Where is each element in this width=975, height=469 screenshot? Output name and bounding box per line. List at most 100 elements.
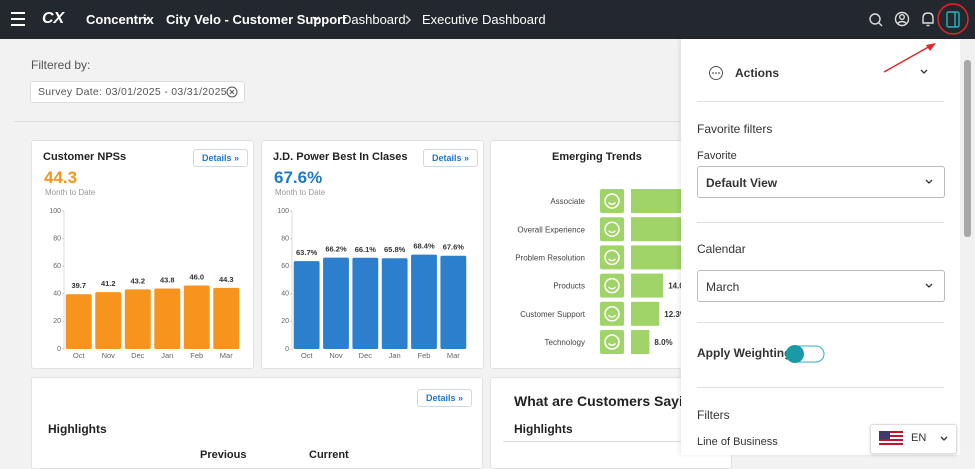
category-label: Overall Experience <box>517 225 585 234</box>
menu-icon[interactable] <box>11 12 25 26</box>
highlight-circle <box>937 3 969 35</box>
actions-toggle[interactable]: Actions <box>735 66 780 80</box>
divider <box>503 441 731 442</box>
y-tick-label: 40 <box>53 291 61 298</box>
breadcrumb-separator <box>405 15 412 25</box>
sentiment-icon-bg <box>600 189 624 213</box>
sentiment-icon-bg <box>600 273 624 298</box>
chevron[interactable] <box>919 68 929 76</box>
sentiment-icon <box>604 306 620 322</box>
y-tick-label: 80 <box>281 235 289 242</box>
details-button[interactable]: Details » <box>423 149 479 167</box>
card-title: Highlights <box>48 422 107 436</box>
y-tick-label: 20 <box>53 318 61 325</box>
x-tick-label: Feb <box>190 351 203 360</box>
column-header: Previous <box>200 449 247 461</box>
bar <box>411 254 437 349</box>
bar <box>213 287 240 349</box>
sentiment-icon <box>608 286 616 290</box>
divider <box>697 222 944 223</box>
bar <box>323 257 349 349</box>
search-icon[interactable] <box>869 13 883 27</box>
language-code: EN <box>911 432 927 444</box>
panel-toggle-icon[interactable] <box>946 11 960 28</box>
x-tick-label: Oct <box>301 351 314 360</box>
scrollbar[interactable] <box>960 39 975 455</box>
bar <box>631 330 650 354</box>
weighting-toggle[interactable] <box>784 343 826 365</box>
logo: CX <box>42 10 65 27</box>
sentiment-icon-bg <box>600 245 624 270</box>
language-selector[interactable]: EN <box>870 424 957 454</box>
bar <box>631 273 664 298</box>
value-label: 8.0% <box>654 338 672 347</box>
category-label: Customer Support <box>520 310 586 319</box>
value-label: 68.4% <box>413 242 435 251</box>
details-button[interactable]: Details » <box>193 149 249 167</box>
card-title: Customer NPSs <box>43 151 127 163</box>
x-tick-label: Jan <box>389 351 401 360</box>
y-tick-label: 100 <box>49 208 61 215</box>
value-label: 63.7% <box>296 248 318 257</box>
actions-icon <box>709 66 723 80</box>
x-tick-label: Oct <box>73 351 86 360</box>
favorite-select[interactable]: Default View <box>697 166 945 198</box>
bar <box>631 245 687 270</box>
category-label: Associate <box>550 197 585 206</box>
chip-remove[interactable] <box>226 86 238 98</box>
sentiment-icon <box>608 343 616 346</box>
category-label: Technology <box>545 338 585 347</box>
value-label: 66.1% <box>355 245 377 254</box>
bar <box>65 294 92 349</box>
bar <box>352 257 379 349</box>
bar <box>183 285 210 349</box>
value-label: 39.7 <box>71 281 86 290</box>
bar <box>124 289 151 349</box>
field-label: Favorite <box>697 150 737 162</box>
chevron <box>142 16 150 22</box>
sentiment-icon-bg <box>600 330 624 354</box>
value-label: 67.6% <box>443 243 465 252</box>
bell-icon[interactable] <box>922 12 934 27</box>
section-title: Filters <box>697 408 730 422</box>
sentiment-icon <box>604 277 620 294</box>
card-subtitle: Highlights <box>514 422 573 436</box>
divider <box>697 387 944 388</box>
x-tick-label: Mar <box>447 351 460 360</box>
jd-power-card: J.D. Power Best In Clases Details » 67.6… <box>261 140 484 369</box>
bar <box>631 301 660 326</box>
nav-icons <box>11 3 969 35</box>
chevron <box>925 179 933 184</box>
filter-chip[interactable]: Survey Date: 03/01/2025 - 03/31/2025 <box>30 81 245 103</box>
value-label: 43.8 <box>160 276 175 285</box>
toggle-label: Apply Weighting <box>697 346 792 360</box>
card-title: Emerging Trends <box>552 151 642 163</box>
y-tick-label: 20 <box>281 318 289 325</box>
user-icon[interactable] <box>894 11 910 27</box>
details-button[interactable]: Details » <box>417 389 473 407</box>
breadcrumb[interactable]: Dashboard <box>342 12 406 27</box>
divider <box>697 322 944 323</box>
scrollbar-thumb[interactable] <box>964 60 971 237</box>
bar <box>440 255 467 349</box>
sentiment-icon-bg <box>600 217 624 242</box>
x-tick-label: Mar <box>220 351 233 360</box>
field-label: Line of Business <box>697 436 778 448</box>
category-label: Products <box>553 282 585 291</box>
bar-chart: 0 20 40 60 80 100 39.7 Oct 41.2 Nov 43.2 Dec 43.8 Jan… <box>49 208 240 360</box>
value-label: 14.0% <box>668 282 691 291</box>
calendar-select[interactable]: March <box>697 270 945 302</box>
card-title: J.D. Power Best In Clases <box>273 151 408 163</box>
nps-card: Customer NPSs Details » 44.3 Month to Da… <box>31 140 254 369</box>
org-selector[interactable]: Concentrix <box>86 12 154 27</box>
program-selector[interactable]: City Velo - Customer Support <box>166 12 347 27</box>
y-tick-label: 0 <box>285 346 289 353</box>
y-tick-label: 40 <box>281 291 289 298</box>
value-label: 41.2 <box>101 279 116 288</box>
flag-icon <box>879 431 903 447</box>
side-panel: Actions Favorite filters Favorite Defaul… <box>681 39 960 455</box>
sentiment-icon-bg <box>600 301 624 326</box>
chevron <box>312 16 320 22</box>
kpi-value: 67.6% <box>274 168 323 187</box>
